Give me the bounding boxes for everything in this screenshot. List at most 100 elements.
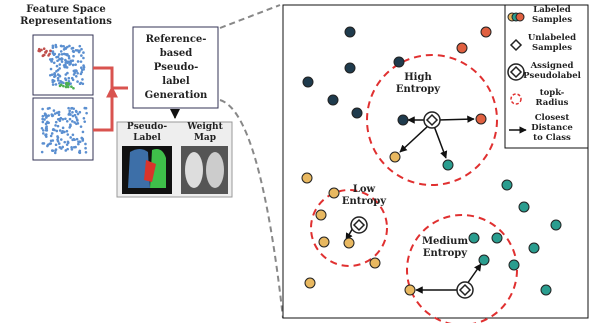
embedding-dot (76, 80, 79, 83)
region-label: Medium (422, 236, 468, 247)
output-label: Label (133, 133, 161, 143)
embedding-dot (47, 54, 50, 57)
embedding-dot (76, 138, 79, 141)
sample (305, 278, 315, 288)
sample (541, 285, 551, 295)
embedding-dot (82, 131, 85, 134)
embedding-dot (58, 63, 61, 66)
sample (519, 202, 529, 212)
embedding-dot (55, 148, 58, 151)
embedding-dot (72, 64, 75, 67)
embedding-dot (52, 46, 55, 49)
embedding-dot (55, 56, 58, 59)
embedding-dot (80, 48, 83, 51)
sample (370, 258, 380, 268)
embedding-dot (80, 60, 83, 63)
embedding-dot (80, 73, 83, 76)
output-label: Weight (186, 122, 223, 132)
sample (443, 160, 453, 170)
embedding-dot (62, 82, 65, 85)
sample (303, 77, 313, 87)
embedding-dot (51, 132, 54, 135)
sample (345, 63, 355, 73)
embedding-dot (69, 62, 72, 65)
embedding-dot (74, 69, 77, 72)
embedding-dot (50, 59, 53, 62)
legend-text: Pseudolabel (523, 71, 581, 81)
embedding-dot (54, 44, 57, 47)
embedding-dot (40, 49, 43, 52)
legend-text: Labeled (533, 5, 570, 15)
embedding-dot (67, 107, 70, 110)
embedding-dot (69, 118, 72, 121)
embedding-dot (53, 61, 56, 64)
embedding-dot (70, 60, 73, 63)
sample (329, 188, 339, 198)
embedding-dot (72, 50, 75, 53)
embedding-dot (71, 107, 74, 110)
embedding-dot (59, 80, 62, 83)
embedding-dot (58, 113, 61, 116)
embedding-dot (73, 146, 76, 149)
embedding-dot (67, 55, 70, 58)
legend-text: Samples (532, 43, 572, 53)
embedding-dot (75, 110, 78, 113)
embedding-dot (50, 135, 53, 138)
embedding-dot (71, 77, 74, 80)
embedding-dot (73, 138, 76, 141)
region-label: High (404, 72, 432, 83)
embedding-dot (80, 137, 83, 140)
sample (492, 233, 502, 243)
embedding-dot (53, 109, 56, 112)
embedding-dot (79, 150, 82, 153)
embedding-dot (66, 61, 69, 64)
embedding-dot (71, 47, 74, 50)
embedding-dot (52, 128, 55, 131)
embedding-dot (72, 133, 75, 136)
embedding-dot (67, 77, 70, 80)
embedding-dot (50, 68, 53, 71)
legend-text: Assigned (530, 61, 574, 71)
embedding-dot (51, 149, 54, 152)
embedding-dot (57, 125, 60, 128)
embedding-dot (66, 72, 69, 75)
sample (328, 95, 338, 105)
diagram: Feature SpaceRepresentationsReference-ba… (0, 0, 589, 323)
embedding-dot (45, 135, 48, 138)
embedding-dot (57, 136, 60, 139)
embedding-dot (43, 47, 46, 50)
embedding-dot (78, 140, 81, 143)
embedding-dot (58, 67, 61, 70)
distance-arrow (438, 119, 474, 120)
embedding-dot (53, 80, 56, 83)
embedding-dot (54, 112, 57, 115)
embedding-dot (85, 112, 88, 115)
embedding-dot (63, 141, 66, 144)
embedding-dot (56, 65, 59, 68)
embedding-dot (83, 117, 86, 120)
embedding-dot (76, 119, 79, 122)
embedding-dot (67, 82, 70, 85)
sample (509, 260, 519, 270)
embedding-dot (46, 121, 49, 124)
embedding-dot (43, 142, 46, 145)
embedding-dot (55, 83, 58, 86)
embedding-dot (49, 49, 52, 52)
embedding-dot (70, 85, 73, 88)
embedding-dot (62, 85, 65, 88)
embedding-dot (75, 75, 78, 78)
embedding-dot (75, 116, 78, 119)
legend-text: to Class (533, 133, 571, 143)
embedding-dot (64, 117, 67, 120)
box-text: label (162, 76, 190, 87)
embedding-dot (66, 143, 69, 146)
embedding-dot (59, 129, 62, 132)
embedding-dot (84, 143, 87, 146)
embedding-dot (76, 72, 79, 75)
embedding-dot (54, 152, 57, 155)
sample (394, 57, 404, 67)
embedding-dot (55, 130, 58, 133)
embedding-dot (41, 151, 44, 154)
embedding-dot (75, 122, 78, 125)
embedding-dot (69, 125, 72, 128)
